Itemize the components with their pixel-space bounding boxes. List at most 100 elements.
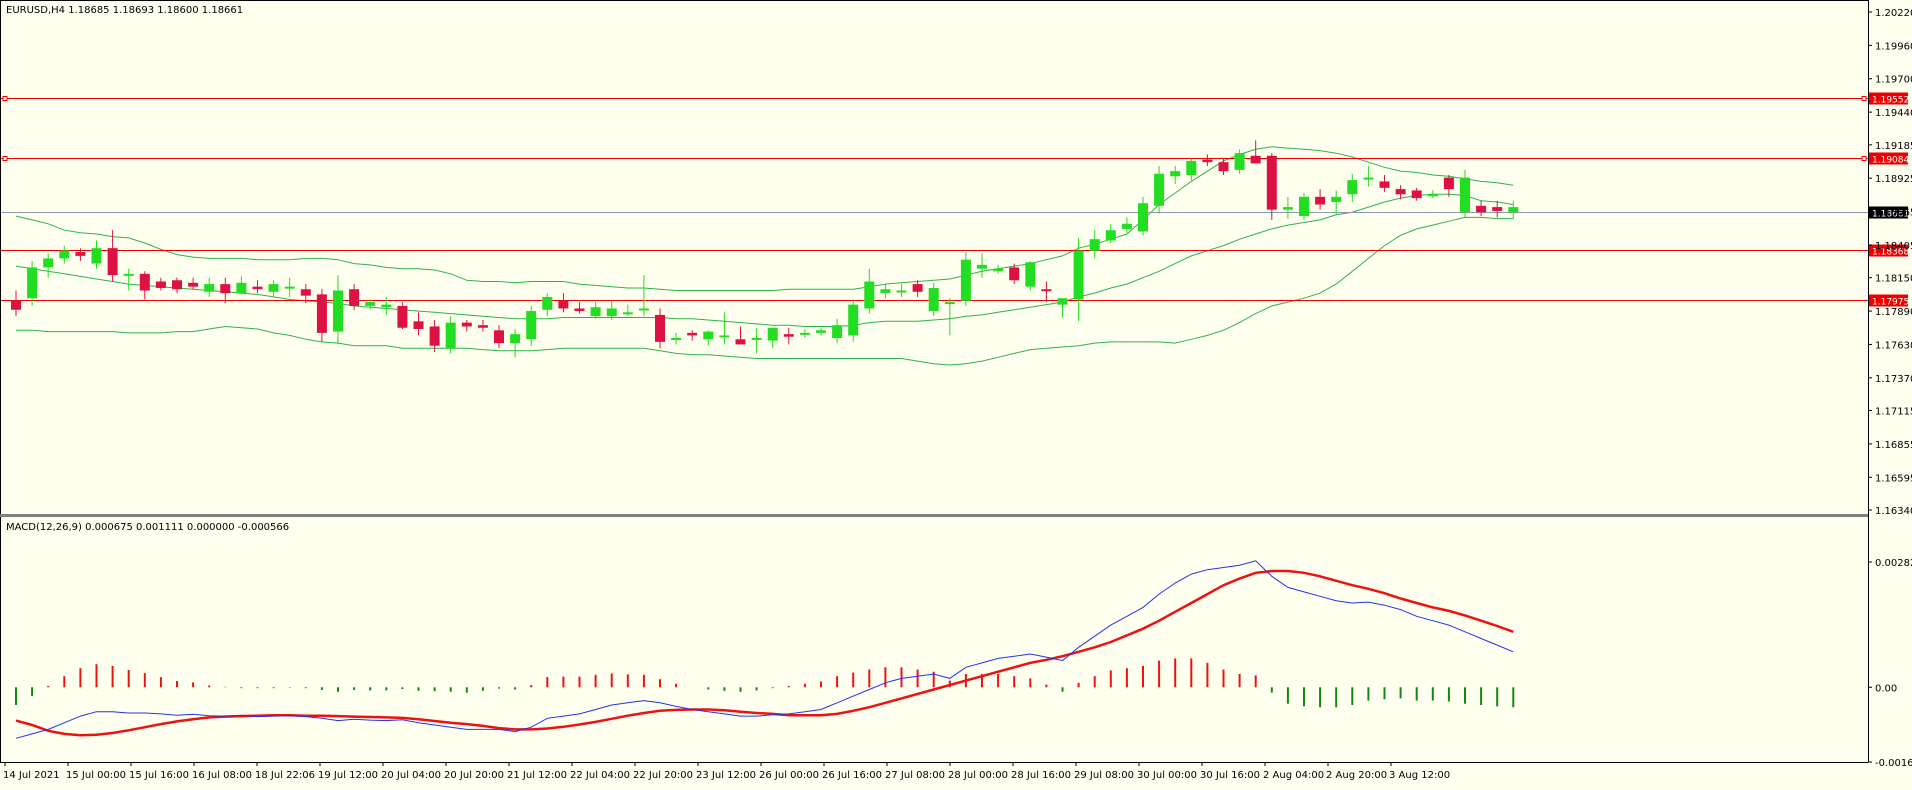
candlestick[interactable]	[429, 320, 440, 353]
candlestick[interactable]	[75, 248, 86, 261]
macd-pane[interactable]: 0.002823 0.00 -0.001684 MACD(12,26,9) 0.00…	[6, 522, 1912, 769]
candlestick[interactable]	[365, 299, 376, 310]
candlestick[interactable]	[268, 280, 279, 297]
pane-separator[interactable]	[0, 514, 1868, 517]
candlestick[interactable]	[1121, 217, 1132, 233]
candlestick[interactable]	[510, 329, 521, 358]
candlestick[interactable]	[284, 277, 295, 297]
candlestick[interactable]	[928, 282, 939, 317]
candlestick[interactable]	[1138, 196, 1148, 236]
level-anchor-handle[interactable]	[1861, 156, 1867, 161]
candlestick[interactable]	[816, 327, 826, 336]
candlestick[interactable]	[1331, 190, 1342, 215]
candlestick[interactable]	[59, 245, 70, 264]
candlestick[interactable]	[300, 284, 311, 304]
candlestick[interactable]	[316, 289, 327, 342]
candlestick[interactable]	[1363, 166, 1374, 187]
candlestick[interactable]	[1057, 298, 1068, 318]
candlestick[interactable]	[1025, 261, 1036, 291]
candlestick[interactable]	[622, 304, 633, 317]
candlestick[interactable]	[719, 312, 730, 345]
candlestick[interactable]	[1234, 149, 1245, 174]
candlestick[interactable]	[1476, 200, 1487, 217]
candlestick[interactable]	[864, 268, 875, 314]
candlestick[interactable]	[960, 252, 971, 306]
candlestick[interactable]	[912, 280, 923, 297]
candlestick[interactable]	[1492, 200, 1503, 218]
candlestick[interactable]	[461, 320, 472, 332]
candlestick[interactable]	[655, 308, 665, 349]
candlestick[interactable]	[783, 327, 794, 345]
candlestick[interactable]	[767, 327, 778, 349]
candlestick[interactable]	[896, 284, 907, 297]
candlestick[interactable]	[799, 329, 810, 339]
candlestick[interactable]	[1379, 175, 1390, 192]
candlestick[interactable]	[1089, 230, 1100, 259]
candlestick[interactable]	[671, 332, 682, 345]
candlestick[interactable]	[445, 316, 456, 354]
candlestick[interactable]	[574, 302, 585, 314]
candlestick[interactable]	[977, 253, 987, 278]
candlestick[interactable]	[1202, 154, 1213, 167]
candlestick[interactable]	[381, 296, 392, 315]
candlestick[interactable]	[172, 277, 182, 294]
candlestick[interactable]	[397, 302, 408, 330]
candlestick[interactable]	[252, 280, 263, 294]
candlestick[interactable]	[220, 277, 231, 304]
candlestick[interactable]	[107, 230, 118, 282]
candlestick[interactable]	[43, 253, 54, 278]
level-anchor-handle[interactable]	[1861, 96, 1867, 101]
level-anchor-handle[interactable]	[2, 96, 8, 101]
candlestick[interactable]	[139, 271, 150, 300]
candlestick[interactable]	[11, 290, 21, 317]
candlestick[interactable]	[993, 264, 1004, 274]
candlestick[interactable]	[1170, 166, 1181, 184]
candlestick[interactable]	[1282, 196, 1293, 219]
candlestick[interactable]	[413, 312, 424, 336]
candlestick[interactable]	[590, 302, 601, 319]
candlestick[interactable]	[1347, 173, 1358, 202]
candlestick[interactable]	[1009, 263, 1020, 285]
candlestick[interactable]	[526, 305, 537, 346]
candlestick[interactable]	[1508, 200, 1519, 219]
candlestick[interactable]	[155, 277, 166, 291]
candlestick[interactable]	[1299, 192, 1309, 220]
candlestick[interactable]	[1315, 189, 1326, 210]
candlestick[interactable]	[349, 284, 360, 310]
candlestick[interactable]	[703, 330, 714, 346]
candlestick[interactable]	[1411, 187, 1422, 201]
candlestick[interactable]	[91, 240, 102, 269]
candlestick[interactable]	[188, 277, 199, 290]
candlestick[interactable]	[204, 277, 215, 297]
candlestick[interactable]	[751, 327, 762, 354]
candlestick[interactable]	[1250, 140, 1261, 164]
candlestick[interactable]	[542, 293, 553, 317]
candlestick[interactable]	[123, 268, 134, 291]
candlestick[interactable]	[27, 261, 38, 306]
candlestick[interactable]	[1395, 185, 1406, 200]
candlestick[interactable]	[1460, 169, 1470, 218]
candlestick[interactable]	[1041, 281, 1052, 303]
candlestick[interactable]	[236, 276, 247, 295]
candlestick[interactable]	[1266, 153, 1277, 220]
candlestick[interactable]	[735, 326, 746, 345]
candlestick[interactable]	[494, 325, 504, 349]
candlestick[interactable]	[558, 293, 569, 313]
candlestick[interactable]	[1073, 237, 1084, 322]
candlestick[interactable]	[1218, 158, 1229, 176]
candlestick[interactable]	[1443, 175, 1454, 197]
candlestick[interactable]	[880, 284, 891, 299]
candlestick[interactable]	[1105, 223, 1116, 244]
candlestick[interactable]	[832, 318, 843, 344]
candlestick[interactable]	[477, 320, 488, 332]
candlestick[interactable]	[1427, 190, 1438, 199]
level-anchor-handle[interactable]	[2, 156, 8, 161]
price-pane[interactable]: 1.19552 1.19084 1.18368 1.17975 1.18661 1.20…	[0, 5, 1912, 517]
candlestick[interactable]	[1186, 158, 1197, 181]
candlestick[interactable]	[1154, 166, 1165, 214]
candlestick[interactable]	[638, 275, 649, 317]
candlestick[interactable]	[848, 299, 859, 342]
candlestick[interactable]	[333, 275, 343, 345]
candlestick[interactable]	[606, 300, 617, 321]
